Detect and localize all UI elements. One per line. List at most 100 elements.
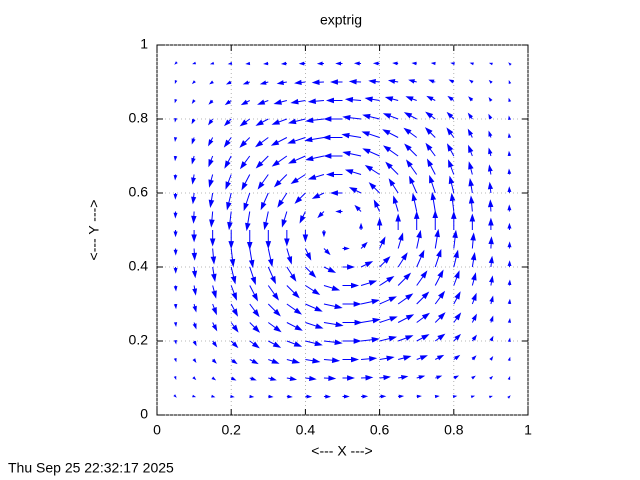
vector-arrow (489, 275, 494, 286)
vector-arrow (434, 248, 442, 268)
vector-arrow (316, 61, 324, 66)
vector-arrow (325, 97, 343, 104)
vector-arrow (330, 190, 343, 196)
vector-arrow (173, 137, 178, 142)
vector-arrow (268, 340, 282, 348)
vector-arrow (208, 137, 214, 147)
vector-arrow (342, 282, 360, 289)
vector-arrow (273, 99, 287, 105)
vector-arrow (488, 62, 493, 66)
vector-arrow (305, 322, 324, 329)
vector-arrow (330, 79, 343, 85)
x-tick-label: 0.2 (221, 422, 241, 438)
vector-arrow (382, 113, 399, 120)
vector-arrow (446, 111, 455, 120)
vector-arrow (453, 270, 460, 286)
vector-arrow (286, 322, 303, 331)
vector-arrow (488, 97, 493, 102)
vector-arrow (507, 376, 511, 380)
vector-arrow (265, 230, 272, 250)
vector-arrow (507, 279, 512, 286)
vector-arrow (379, 296, 397, 305)
vector-arrow (450, 210, 457, 230)
vector-arrow (249, 394, 255, 399)
vector-arrow (507, 356, 511, 362)
vector-arrow (364, 164, 380, 175)
vector-arrow (434, 312, 446, 323)
vector-arrow (488, 147, 493, 157)
vector-arrow (227, 61, 233, 65)
vector-arrow (507, 186, 512, 194)
vector-arrow (270, 137, 288, 146)
vector-arrow (211, 322, 218, 332)
vector-arrow (208, 99, 214, 105)
vector-arrow (286, 340, 303, 347)
vector-arrow (191, 155, 196, 165)
vector-arrow (268, 322, 282, 333)
vector-arrow (508, 80, 512, 84)
vector-arrow (211, 376, 217, 381)
y-tick-label: 0.4 (129, 258, 149, 274)
vector-arrow (416, 229, 422, 249)
vector-arrow (230, 340, 239, 349)
vector-arrow (191, 174, 196, 185)
vector-arrow (257, 174, 269, 190)
vector-arrow (305, 155, 325, 162)
vector-arrow (211, 358, 217, 364)
vector-arrow (508, 115, 512, 121)
vector-arrow (245, 211, 251, 232)
vector-arrow (208, 174, 214, 188)
vector-arrow (305, 357, 321, 364)
vector-arrow (468, 79, 474, 84)
vector-arrow (434, 228, 440, 249)
vector-arrow (384, 96, 399, 102)
vector-arrow (230, 376, 237, 381)
vector-arrow (255, 155, 269, 169)
vector-arrow (342, 394, 350, 399)
vector-arrow (211, 266, 217, 282)
vector-arrow (507, 222, 512, 230)
vector-arrow (379, 256, 391, 268)
vector-arrow (239, 118, 251, 127)
vector-arrow (225, 174, 232, 190)
vector-arrow (173, 322, 178, 327)
vector-arrow (260, 192, 269, 211)
y-tick-label: 0.2 (129, 332, 149, 348)
vector-arrow (311, 79, 324, 85)
vector-arrow (259, 80, 269, 85)
vector-arrow (173, 230, 178, 238)
vector-arrow (294, 79, 306, 86)
vector-arrow (488, 130, 493, 138)
vector-arrow (342, 338, 362, 344)
vector-arrow (211, 340, 218, 348)
vector-arrow (173, 339, 177, 345)
vector-arrow (286, 285, 300, 299)
vector-arrow (360, 298, 380, 305)
vector-arrow (322, 134, 343, 141)
vector-arrow (373, 199, 381, 212)
vector-arrow (210, 248, 217, 265)
vector-arrow (416, 355, 428, 361)
vector-arrow (305, 303, 323, 312)
vector-arrow (173, 192, 178, 200)
vector-arrow (362, 148, 380, 157)
vector-arrow (280, 61, 287, 66)
vector-arrow (174, 61, 178, 65)
vector-arrow (425, 142, 436, 157)
vector-arrow (488, 113, 493, 120)
vector-arrow (425, 111, 436, 120)
vector-arrow (323, 357, 341, 364)
vector-arrow (249, 376, 257, 381)
vector-arrow (403, 127, 417, 138)
vector-arrow (468, 178, 474, 194)
vector-arrow (321, 230, 326, 238)
vector-arrow (447, 95, 455, 102)
vector-arrow (470, 395, 476, 399)
vector-arrow (488, 236, 494, 249)
vector-arrow (304, 136, 325, 143)
vector-arrow (416, 394, 422, 399)
vector-arrow (255, 118, 269, 126)
vector-arrow (267, 303, 281, 317)
vector-arrow (361, 131, 380, 138)
vector-arrow (398, 375, 409, 380)
